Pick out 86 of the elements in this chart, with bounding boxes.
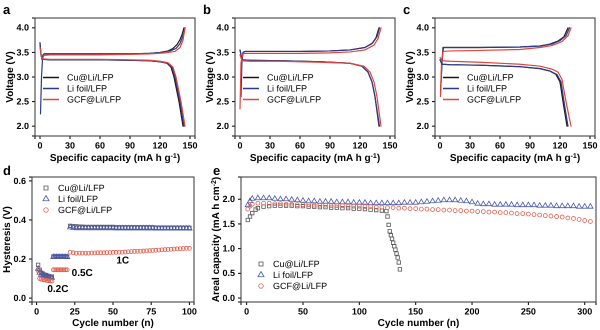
x-tick-label: 0 [244, 306, 250, 316]
y-tick-label: 2.0 [222, 194, 235, 204]
legend-label: Li foil/LFP [58, 194, 98, 204]
x-tick-label: 50 [108, 306, 118, 316]
legend-label: Li foil/LFP [67, 84, 108, 94]
y-tick-label: 1.5 [222, 218, 235, 229]
x-tick-label: 60 [294, 140, 306, 150]
y-tick-label: 0.4 [13, 214, 26, 225]
annotation: 1C [116, 255, 130, 266]
x-tick-label: 200 [464, 306, 480, 316]
x-tick-label: 100 [352, 306, 367, 316]
y-tick-label: 0.0 [13, 292, 26, 303]
y-tick-label: 2.5 [16, 96, 29, 106]
y-tick-label: 0.2 [13, 254, 26, 264]
x-tick-label: 300 [577, 306, 592, 316]
legend-label: GCF@Li/LFP [58, 205, 112, 216]
x-axis-title: Specific capacity (mA h g$^{-1}$) [450, 152, 580, 164]
x-tick-label: 0 [437, 140, 443, 150]
y-axis-title: Hysteresis (V) [2, 206, 13, 273]
x-axis-title: Specific capacity (mA h g$^{-1}$) [250, 152, 380, 164]
chart-title: e [213, 163, 220, 178]
legend-label: Li foil/LFP [467, 84, 508, 94]
x-tick-label: 30 [264, 140, 276, 150]
y-tick-label: 3.5 [416, 47, 429, 58]
legend-label: Cu@Li/LFP [58, 183, 105, 194]
y-tick-label: 4.0 [416, 22, 429, 33]
y-axis-title: Voltage (V) [5, 51, 16, 103]
x-tick-label: 90 [324, 140, 336, 150]
chart-title: c [403, 2, 410, 17]
x-axis-title: Cycle number (n) [378, 318, 460, 329]
y-tick-label: 0.0 [222, 292, 235, 303]
x-tick-label: 0 [37, 140, 43, 150]
chart-title: b [203, 2, 211, 17]
x-tick-label: 150 [408, 306, 424, 316]
chart-title: a [3, 2, 11, 17]
legend-label: Li foil/LFP [267, 84, 308, 94]
annotation: 0.2C [47, 284, 68, 296]
x-tick-label: 100 [182, 306, 197, 316]
x-tick-label: 30 [64, 140, 76, 150]
legend-label: Cu@Li/LFP [267, 72, 314, 83]
y-tick-label: 4.0 [16, 22, 29, 33]
x-tick-label: 120 [552, 140, 568, 150]
y-tick-label: 0.5 [222, 268, 235, 278]
y-tick-label: 2.0 [416, 121, 429, 132]
x-tick-label: 120 [352, 140, 368, 150]
y-tick-label: 3.5 [216, 47, 229, 58]
y-tick-label: 2.0 [16, 121, 29, 132]
x-tick-label: 150 [582, 140, 598, 150]
y-tick-label: 3.5 [16, 47, 29, 58]
y-axis-title: Voltage (V) [405, 51, 416, 103]
chart-title: d [3, 163, 11, 178]
y-tick-label: 3.0 [416, 72, 429, 82]
legend-label: GCF@Li/LFP [273, 281, 328, 292]
annotation: 0.5C [72, 268, 93, 279]
x-tick-label: 30 [464, 140, 476, 150]
legend-label: Cu@Li/LFP [467, 72, 514, 83]
x-tick-label: 0 [34, 306, 40, 316]
x-tick-label: 50 [298, 306, 308, 316]
x-tick-label: 75 [146, 306, 156, 316]
x-axis-title: Cycle number (n) [72, 318, 154, 329]
x-tick-label: 60 [94, 140, 106, 150]
y-tick-label: 2.0 [216, 121, 229, 132]
x-tick-label: 60 [494, 140, 506, 150]
y-tick-label: 2.5 [416, 96, 429, 106]
legend-label: GCF@Li/LFP [467, 94, 522, 105]
x-tick-label: 90 [524, 140, 536, 150]
y-tick-label: 0.6 [13, 176, 26, 186]
legend-label: Cu@Li/LFP [67, 72, 114, 83]
x-tick-label: 25 [70, 306, 80, 316]
y-tick-label: 3.0 [216, 72, 229, 82]
y-tick-label: 2.5 [216, 96, 229, 106]
y-axis-title: Voltage (V) [205, 51, 216, 103]
x-tick-label: 120 [152, 140, 168, 150]
x-tick-label: 150 [182, 140, 198, 150]
x-tick-label: 0 [237, 140, 243, 150]
legend-label: GCF@Li/LFP [67, 94, 122, 105]
legend-label: Cu@Li/LFP [273, 259, 320, 270]
y-tick-label: 3.0 [16, 72, 29, 82]
x-tick-label: 90 [124, 140, 136, 150]
x-tick-label: 150 [382, 140, 398, 150]
legend-label: Li foil/LFP [273, 270, 314, 280]
x-tick-label: 250 [520, 306, 536, 316]
y-tick-label: 4.0 [216, 22, 229, 33]
y-tick-label: 1.0 [222, 244, 235, 254]
x-axis-title: Specific capacity (mA h g$^{-1}$) [50, 152, 180, 164]
legend-label: GCF@Li/LFP [267, 94, 322, 105]
